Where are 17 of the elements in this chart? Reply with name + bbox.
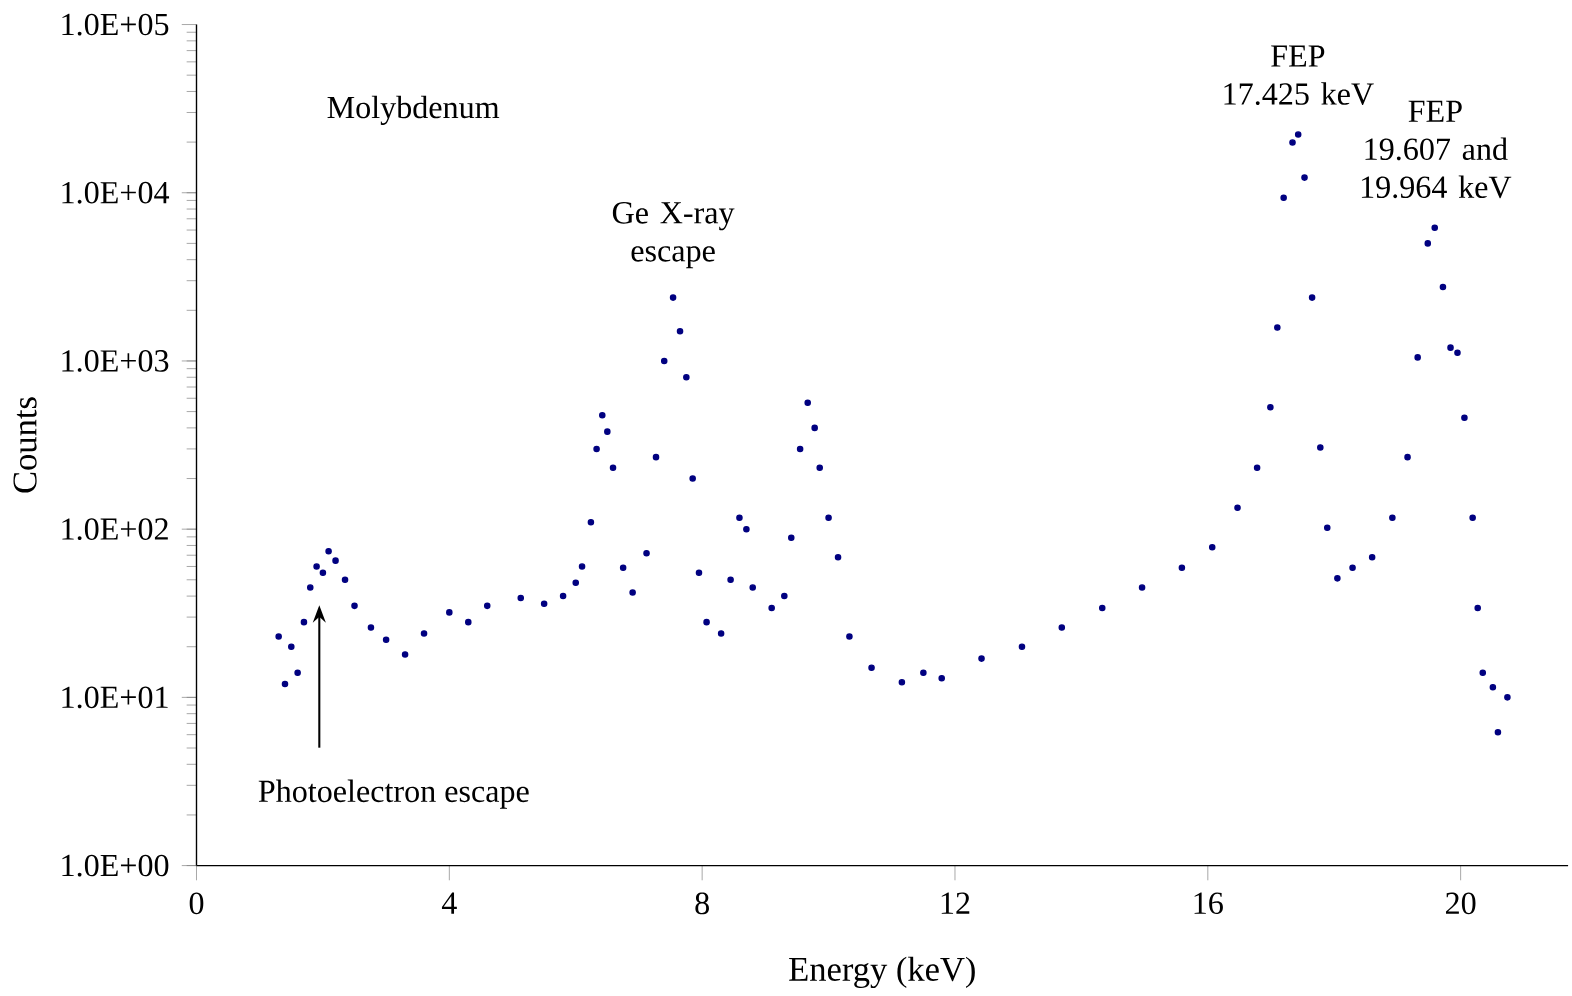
x-tick-label: 8 <box>695 892 709 915</box>
x-tick-label: 12 <box>941 892 970 914</box>
x-tick-label: 0 <box>189 892 204 915</box>
y-tick-label: 1.0E+03 <box>62 349 169 372</box>
y-tick-label: 1.0E+02 <box>62 518 168 540</box>
y-axis-title: Counts <box>13 397 37 493</box>
x-tick-label: 20 <box>1445 892 1476 915</box>
x-tick-label: 16 <box>1194 892 1223 914</box>
y-tick-label: 1.0E+05 <box>62 13 169 36</box>
x-axis-title: Energy (keV) <box>789 956 975 988</box>
y-tick-label: 1.0E+04 <box>62 181 170 204</box>
x-tick-label: 4 <box>441 892 457 914</box>
y-tick-label: 1.0E+01 <box>62 686 168 709</box>
annotation: Ge X-ray escape <box>612 201 735 269</box>
y-tick-label: 1.0E+00 <box>62 854 169 877</box>
annotation: Molybdenum <box>327 95 500 125</box>
annotation: Photoelectron escape <box>258 779 529 809</box>
